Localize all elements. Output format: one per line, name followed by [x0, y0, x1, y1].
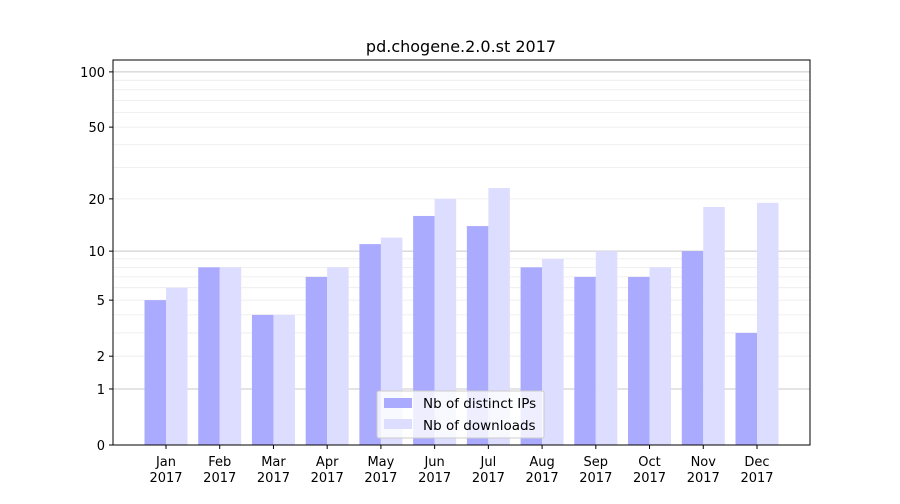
- bar-distinct-ips: [359, 244, 381, 445]
- bar-downloads: [757, 202, 779, 445]
- x-tick-label: Sep 2017: [579, 455, 612, 486]
- y-tick-label: 50: [88, 121, 105, 136]
- bar-downloads: [542, 258, 564, 445]
- bar-downloads: [327, 267, 349, 445]
- bar-distinct-ips: [305, 276, 328, 445]
- bar-downloads: [649, 267, 672, 445]
- bar-downloads: [488, 188, 510, 445]
- x-tick-label: Feb 2017: [203, 455, 236, 486]
- bar-distinct-ips: [198, 267, 220, 445]
- x-tick-label: Aug 2017: [526, 455, 559, 486]
- x-tick-label: Nov 2017: [687, 455, 720, 486]
- bar-downloads: [434, 198, 457, 445]
- y-tick-label: 5: [97, 294, 105, 309]
- legend-swatch-downloads: [384, 419, 412, 429]
- y-tick-label: 2: [97, 350, 105, 365]
- bar-distinct-ips: [144, 300, 166, 445]
- legend-box: [376, 390, 545, 439]
- bar-downloads: [273, 314, 295, 445]
- x-tick-label: May 2017: [364, 455, 397, 486]
- legend-label-ips: Nb of distinct IPs: [423, 396, 536, 412]
- y-tick-label: 20: [88, 193, 105, 208]
- bar-downloads: [166, 287, 188, 445]
- x-tick-label: Oct 2017: [633, 455, 666, 486]
- bar-distinct-ips: [681, 251, 704, 445]
- legend-label-downloads: Nb of downloads: [423, 418, 536, 434]
- legend-swatch-ips: [384, 398, 412, 408]
- bar-distinct-ips: [466, 226, 489, 445]
- x-tick-label: Jun 2017: [418, 455, 451, 486]
- x-tick-label: Mar 2017: [257, 455, 290, 486]
- chart-title: pd.chogene.2.0.st 2017: [366, 37, 556, 56]
- x-tick-label: Dec 2017: [740, 455, 773, 486]
- bar-distinct-ips: [574, 276, 596, 445]
- y-tick-label: 100: [80, 66, 105, 81]
- bar-distinct-ips: [628, 276, 650, 445]
- x-tick-label: Jan 2017: [149, 455, 182, 486]
- y-tick-label: 1: [97, 383, 105, 398]
- bar-downloads: [595, 251, 618, 445]
- legend: Nb of distinct IPs Nb of downloads: [376, 390, 545, 439]
- bar-downloads: [703, 206, 725, 445]
- bar-distinct-ips: [413, 215, 435, 445]
- bar-downloads: [219, 267, 242, 445]
- plot-frame: [112, 59, 811, 446]
- x-tick-label: Jul 2017: [472, 455, 505, 486]
- x-tick-label: Apr 2017: [311, 455, 344, 486]
- bar-distinct-ips: [251, 314, 274, 445]
- bar-distinct-ips: [735, 332, 757, 445]
- y-tick-label: 0: [97, 439, 105, 454]
- y-tick-label: 10: [88, 245, 105, 260]
